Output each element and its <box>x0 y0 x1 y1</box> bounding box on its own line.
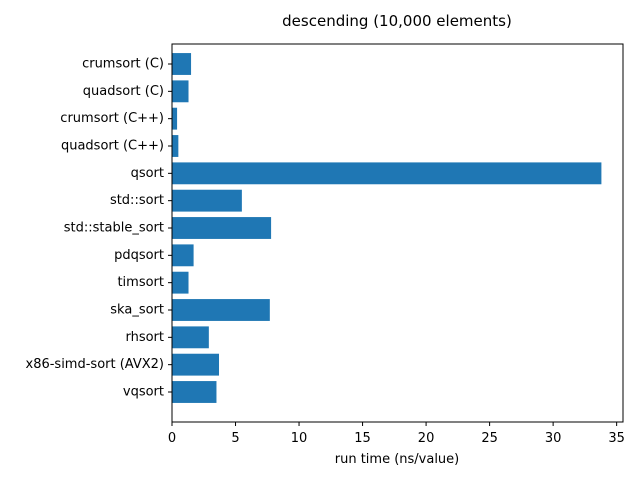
bar-6 <box>172 217 272 239</box>
y-tick-label-2: crumsort (C++) <box>60 111 164 126</box>
y-tick-label-7: pdqsort <box>114 248 164 263</box>
y-tick-label-0: crumsort (C) <box>82 57 164 72</box>
bar-8 <box>172 271 189 294</box>
bars-group <box>172 53 602 403</box>
x-tick-label-3: 15 <box>354 431 371 446</box>
bar-4 <box>172 162 602 185</box>
x-axis-label: run time (ns/value) <box>335 452 460 467</box>
bar-12 <box>172 381 217 403</box>
bar-5 <box>172 189 242 212</box>
y-tick-label-4: qsort <box>131 166 164 181</box>
bar-2 <box>172 107 178 130</box>
x-tick-label-5: 25 <box>481 431 498 446</box>
bar-10 <box>172 326 209 349</box>
bar-7 <box>172 244 194 267</box>
x-tick-label-1: 5 <box>231 431 239 446</box>
plot-frame <box>171 43 624 423</box>
y-tick-label-8: timsort <box>117 275 164 290</box>
y-tick-label-12: vqsort <box>123 385 164 400</box>
y-tick-label-3: quadsort (C++) <box>61 139 164 154</box>
bar-3 <box>172 135 179 157</box>
x-tick-label-4: 20 <box>418 431 435 446</box>
bar-11 <box>172 353 220 376</box>
bar-9 <box>172 299 270 321</box>
chart-title: descending (10,000 elements) <box>282 12 512 30</box>
y-tick-label-10: rhsort <box>125 330 164 345</box>
y-tick-label-1: quadsort (C) <box>83 84 164 99</box>
y-tick-label-6: std::stable_sort <box>64 221 164 236</box>
x-tick-label-6: 30 <box>545 431 562 446</box>
y-tick-label-5: std::sort <box>110 193 164 208</box>
x-tick-label-7: 35 <box>608 431 625 446</box>
y-tick-label-11: x86-simd-sort (AVX2) <box>26 357 165 372</box>
bar-0 <box>172 53 192 75</box>
x-tick-label-0: 0 <box>168 431 176 446</box>
y-axis-ticks: crumsort (C) quadsort (C) crumsort (C++) qu… <box>26 57 172 400</box>
x-axis-ticks: 0 5 10 15 20 25 30 35 <box>168 422 625 446</box>
bar-1 <box>172 80 189 103</box>
y-tick-label-9: ska_sort <box>110 303 164 318</box>
x-tick-label-2: 10 <box>291 431 308 446</box>
